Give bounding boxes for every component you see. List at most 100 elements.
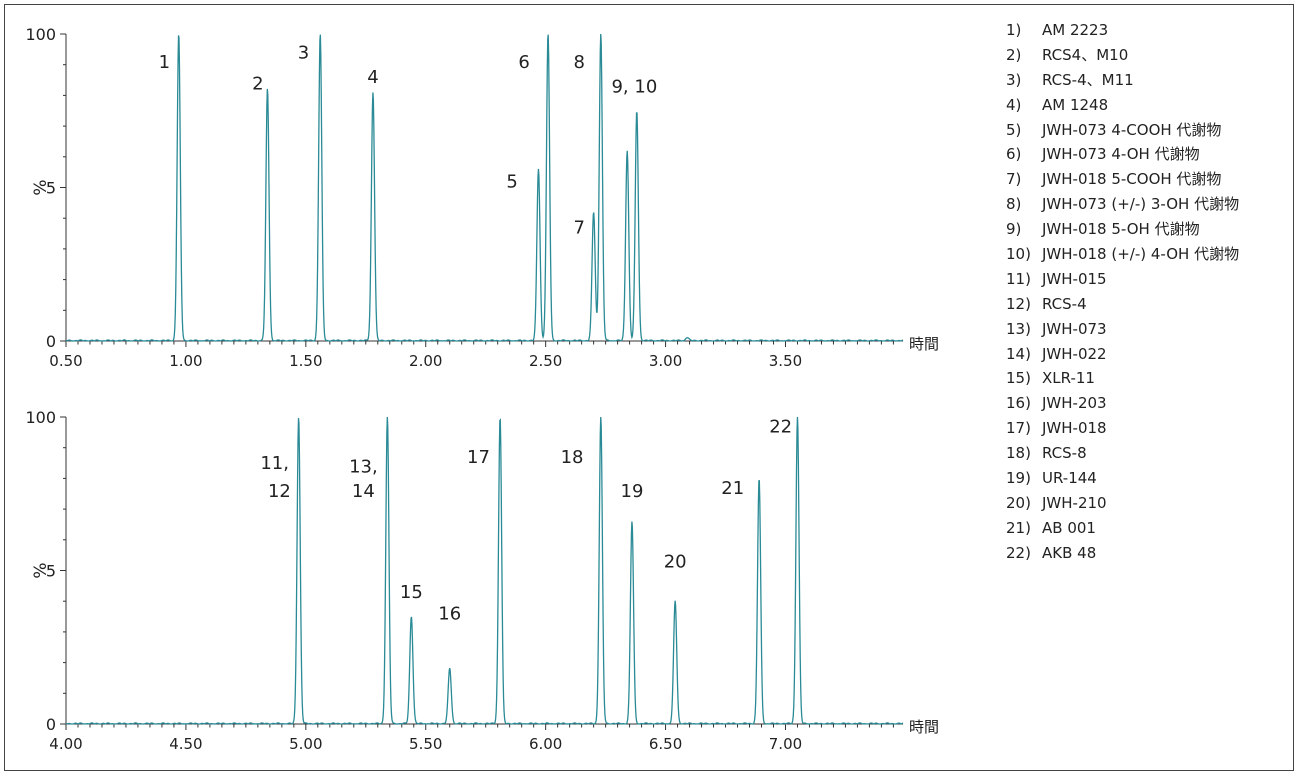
y-tick-label: 100 <box>25 25 56 44</box>
legend-item: 4) AM 1248 <box>1006 93 1239 118</box>
x-axis-label: 時間 <box>909 718 939 736</box>
legend-item-name: JWH-073 (+/-) 3-OH 代謝物 <box>1042 195 1240 214</box>
legend-item: 3) RCS-4、M11 <box>1006 68 1239 93</box>
peak-label: 22 <box>769 416 792 437</box>
x-tick-label: 1.00 <box>169 352 202 370</box>
x-tick-label: 5.00 <box>289 735 322 753</box>
peak-label: 14 <box>352 481 375 502</box>
peak-label: 13, <box>349 456 378 477</box>
legend-item: 12) RCS-4 <box>1006 292 1239 317</box>
x-tick-label: 4.50 <box>169 735 202 753</box>
legend-item-number: 2) <box>1006 45 1022 64</box>
x-axis-label: 時間 <box>909 335 939 353</box>
legend-item-number: 4) <box>1006 95 1022 114</box>
legend-item: 17) JWH-018 <box>1006 416 1239 441</box>
legend-item-number: 18) <box>1006 444 1031 463</box>
legend-item-name: AM 2223 <box>1042 21 1109 39</box>
legend-item-name: JWH-073 <box>1042 319 1107 338</box>
legend-item: 14) JWH-022 <box>1006 342 1239 367</box>
legend-item-number: 20) <box>1006 493 1031 512</box>
legend-item-number: 7) <box>1006 170 1022 189</box>
y-tick-label: 0 <box>46 332 56 351</box>
x-tick-label: 7.00 <box>769 735 802 753</box>
legend-item-name: JWH-018 (+/-) 4-OH 代謝物 <box>1042 245 1240 264</box>
legend-item: 18) RCS-8 <box>1006 441 1239 466</box>
legend-item: 16) JWH-203 <box>1006 391 1239 416</box>
legend-item-number: 15) <box>1006 369 1031 388</box>
y-tick-label: 5 <box>46 562 56 581</box>
legend-item: 6) JWH-073 4-OH 代謝物 <box>1006 142 1239 167</box>
x-tick-label: 5.50 <box>409 735 442 753</box>
legend-item-name: JWH-022 <box>1042 344 1107 363</box>
peak-label: 7 <box>574 218 585 239</box>
chromatogram-trace <box>65 33 904 342</box>
peak-label: 5 <box>506 172 517 193</box>
peak-label: 15 <box>400 582 423 603</box>
legend-item-number: 8) <box>1006 195 1022 214</box>
legend-item: 7) JWH-018 5-COOH 代謝物 <box>1006 167 1239 192</box>
legend-item-name: JWH-018 5-COOH 代謝物 <box>1042 170 1222 189</box>
figure-frame <box>4 4 1294 771</box>
legend-item: 2) RCS4、M10 <box>1006 43 1239 68</box>
y-axis-label: % <box>31 562 51 578</box>
y-axis-label: % <box>31 179 51 195</box>
legend-item-number: 11) <box>1006 269 1031 288</box>
peak-label: 8 <box>574 52 585 73</box>
legend-item: 19) UR-144 <box>1006 466 1239 491</box>
legend-item-number: 5) <box>1006 120 1022 139</box>
x-tick-label: 2.50 <box>529 352 562 370</box>
peak-label: 21 <box>721 478 744 499</box>
legend-item: 5) JWH-073 4-COOH 代謝物 <box>1006 118 1239 143</box>
x-tick-label: 6.50 <box>649 735 682 753</box>
legend-item: 11) JWH-015 <box>1006 267 1239 292</box>
legend-item-name: RCS-8 <box>1042 444 1087 463</box>
peak-label: 19 <box>621 481 644 502</box>
peak-label: 18 <box>561 447 584 468</box>
legend-item-name: JWH-018 <box>1042 419 1107 438</box>
legend-item-number: 12) <box>1006 294 1031 313</box>
peak-label: 17 <box>467 447 490 468</box>
legend-item-number: 1) <box>1006 21 1022 39</box>
legend-item-number: 22) <box>1006 543 1031 562</box>
peak-label: 12 <box>268 481 291 502</box>
legend-item-number: 16) <box>1006 394 1031 413</box>
legend-item-name: AM 1248 <box>1042 95 1109 114</box>
legend-item-number: 19) <box>1006 469 1031 488</box>
legend-item-name: JWH-018 5-OH 代謝物 <box>1042 220 1200 239</box>
peak-label: 3 <box>298 43 309 64</box>
legend-item: 21) AB 001 <box>1006 516 1239 541</box>
peak-label: 4 <box>367 67 378 88</box>
x-tick-label: 3.50 <box>769 352 802 370</box>
legend-item-name: JWH-073 4-OH 代謝物 <box>1042 145 1200 164</box>
legend-item-name: JWH-073 4-COOH 代謝物 <box>1042 120 1222 139</box>
legend-item-name: JWH-210 <box>1042 493 1107 512</box>
x-tick-label: 2.00 <box>409 352 442 370</box>
legend-item: 13) JWH-073 <box>1006 317 1239 342</box>
compound-legend: 1) AM 2223 2) RCS4、M10 3) RCS-4、M11 4) AM 1248 5… <box>1006 18 1239 566</box>
legend-item-number: 10) <box>1006 245 1031 264</box>
x-tick-label: 4.00 <box>49 735 82 753</box>
legend-item-number: 9) <box>1006 220 1022 239</box>
legend-item-name: AB 001 <box>1042 518 1096 537</box>
legend-item: 22) AKB 48 <box>1006 541 1239 566</box>
legend-item-name: RCS-4、M11 <box>1042 70 1134 89</box>
x-tick-label: 6.00 <box>529 735 562 753</box>
legend-item-name: XLR-11 <box>1042 369 1095 388</box>
legend-item-name: JWH-015 <box>1042 269 1107 288</box>
x-tick-label: 1.50 <box>289 352 322 370</box>
x-tick-label: 0.50 <box>49 352 82 370</box>
legend-item-name: UR-144 <box>1042 469 1097 488</box>
y-tick-label: 0 <box>46 715 56 734</box>
legend-item-name: JWH-203 <box>1042 394 1107 413</box>
peak-label: 1 <box>159 52 170 73</box>
peak-label: 9, 10 <box>611 76 657 97</box>
chromatogram-panel-bottom: 0 5 100% 4.00 4.50 5.00 5.50 6.00 6.50 7.00 時間 11, 1… <box>25 408 939 753</box>
legend-item: 8) JWH-073 (+/-) 3-OH 代謝物 <box>1006 192 1239 217</box>
x-tick-label: 3.00 <box>649 352 682 370</box>
y-tick-label: 5 <box>46 179 56 198</box>
peak-label: 6 <box>518 52 529 73</box>
peak-label: 11, <box>260 453 289 474</box>
y-tick-label: 100 <box>25 408 56 427</box>
peak-label: 20 <box>664 551 687 572</box>
legend-item-number: 17) <box>1006 419 1031 438</box>
